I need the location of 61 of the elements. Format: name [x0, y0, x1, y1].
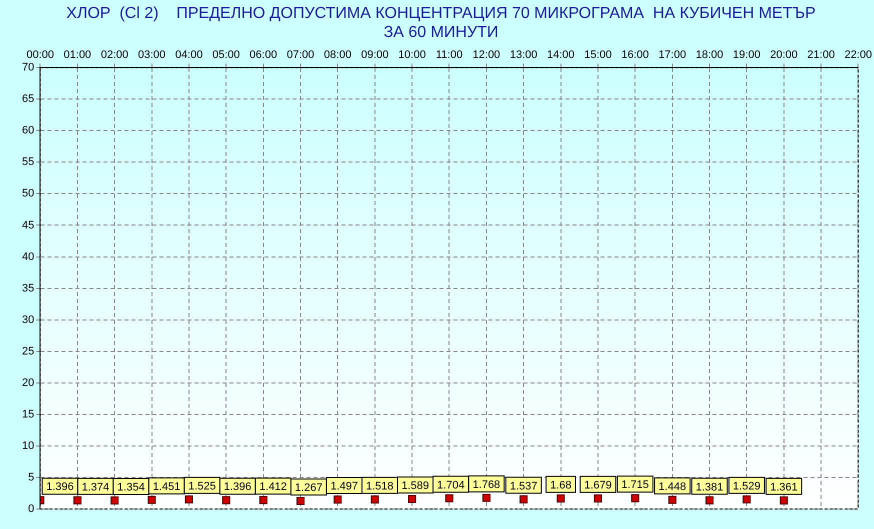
data-label: 1.537: [510, 480, 538, 492]
y-tick-label: 5: [28, 472, 34, 484]
x-tick-label: 00:00: [26, 49, 54, 62]
data-label: 1.374: [82, 481, 110, 494]
y-tick-label: 25: [22, 345, 34, 358]
x-tick-label: 01:00: [64, 49, 92, 62]
x-tick-label: 21:00: [807, 49, 835, 62]
x-tick-label: 18:00: [696, 49, 724, 62]
x-tick-label: 14:00: [547, 49, 575, 62]
data-label: 1.448: [658, 480, 686, 493]
data-label: 1.412: [259, 481, 287, 494]
x-tick-label: 20:00: [770, 49, 798, 62]
data-label: 1.529: [732, 480, 760, 492]
data-label: 1.679: [584, 479, 612, 492]
data-label: 1.68: [550, 479, 572, 492]
y-tick-label: 10: [22, 440, 34, 452]
x-tick-label: 08:00: [324, 49, 352, 62]
y-tick-label: 65: [22, 93, 34, 106]
x-tick-label: 07:00: [286, 49, 314, 62]
x-tick-label: 19:00: [732, 49, 760, 62]
x-tick-label: 03:00: [138, 49, 166, 62]
y-tick-label: 55: [22, 156, 34, 168]
x-tick-label: 10:00: [398, 49, 426, 62]
x-tick-label: 13:00: [510, 49, 538, 62]
data-label: 1.267: [294, 482, 322, 494]
data-label: 1.497: [330, 480, 358, 493]
y-tick-label: 35: [22, 282, 34, 294]
y-tick-label: 15: [22, 408, 34, 420]
y-tick-label: 20: [22, 376, 34, 389]
data-label: 1.768: [472, 478, 500, 491]
data-label: 1.704: [437, 479, 465, 492]
chart-title: ХЛОР (Cl 2) ПРЕДЕЛНО ДОПУСТИМА КОНЦЕНТРАЦИЯ 70 МИКРОГРАМА НА КУБИЧЕН МЕТЪР: [66, 5, 816, 22]
data-label: 1.589: [402, 480, 430, 492]
data-label: 1.396: [224, 481, 252, 494]
x-tick-label: 22:00: [844, 49, 872, 62]
x-tick-label: 16:00: [621, 49, 649, 62]
data-label: 1.396: [46, 481, 74, 494]
data-label: 1.525: [188, 480, 216, 492]
x-tick-label: 02:00: [100, 49, 128, 62]
y-tick-label: 30: [22, 314, 34, 326]
x-tick-label: 17:00: [658, 49, 686, 62]
y-tick-label: 45: [22, 219, 34, 232]
x-tick-label: 11:00: [436, 49, 463, 62]
data-label: 1.518: [366, 480, 394, 492]
y-tick-label: 50: [22, 188, 34, 200]
data-label: 1.451: [152, 480, 180, 493]
x-tick-label: 04:00: [175, 49, 203, 62]
x-tick-label: 15:00: [584, 49, 612, 62]
x-tick-label: 06:00: [250, 49, 278, 62]
y-tick-label: 40: [22, 250, 34, 263]
data-label: 1.354: [117, 481, 145, 494]
y-tick-label: 60: [22, 124, 34, 137]
data-label: 1.361: [770, 481, 798, 494]
x-tick-label: 12:00: [472, 49, 500, 62]
y-tick-label: 70: [22, 62, 34, 74]
x-tick-label: 05:00: [212, 49, 240, 62]
x-tick-label: 09:00: [361, 49, 389, 62]
data-label: 1.381: [696, 481, 724, 494]
y-tick-label: 0: [28, 503, 34, 516]
data-label: 1.715: [621, 479, 649, 492]
chart-subtitle: ЗА 60 МИНУТИ: [384, 24, 498, 42]
